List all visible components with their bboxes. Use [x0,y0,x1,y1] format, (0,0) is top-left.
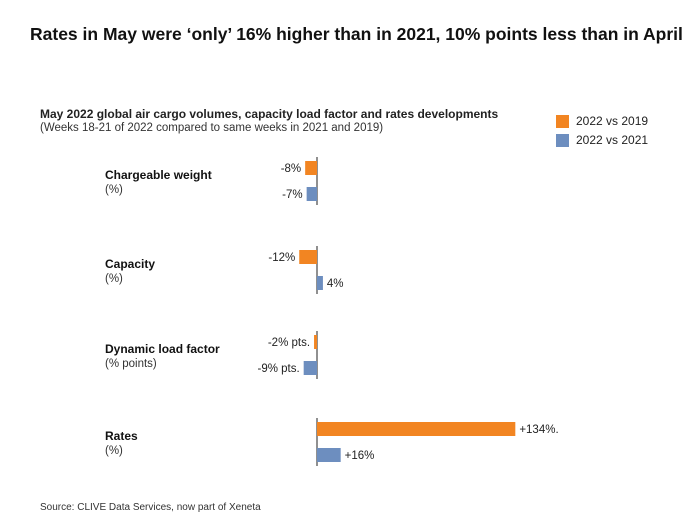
legend-item-2022-vs-2019: 2022 vs 2019 [556,114,648,128]
data-label-rates-2022-vs-2019: +134%. [519,424,558,436]
data-label-capacity-2022-vs-2019: -12% [268,252,295,264]
category-unit-chargeable-weight: (%) [105,184,123,196]
source-note: Source: CLIVE Data Services, now part of… [40,502,261,513]
category-label-rates: Rates [105,429,138,443]
legend-swatch-2022-vs-2021 [556,133,569,147]
chart-title: May 2022 global air cargo volumes, capac… [40,107,499,121]
category-unit-capacity: (%) [105,273,123,285]
chart-subtitle: (Weeks 18-21 of 2022 compared to same we… [40,122,384,134]
page-headline: Rates in May were ‘only’ 16% higher than… [30,24,683,44]
bar-dynamic-load-factor-2022-vs-2019 [314,335,317,349]
category-label-chargeable-weight: Chargeable weight [105,168,212,182]
legend-label-2022-vs-2019: 2022 vs 2019 [576,114,649,128]
data-label-rates-2022-vs-2021: +16% [345,450,375,462]
data-label-dynamic-load-factor-2022-vs-2021: -9% pts. [257,363,299,375]
category-label-capacity: Capacity [105,257,155,271]
data-label-dynamic-load-factor-2022-vs-2019: -2% pts. [268,337,310,349]
category-unit-dynamic-load-factor: (% points) [105,358,157,370]
data-label-chargeable-weight-2022-vs-2021: -7% [282,189,302,201]
bar-rates-2022-vs-2021 [317,448,341,462]
category-label-dynamic-load-factor: Dynamic load factor [105,342,220,356]
bar-rates-2022-vs-2019 [317,422,516,436]
legend-label-2022-vs-2021: 2022 vs 2021 [576,133,649,147]
bar-chargeable-weight-2022-vs-2019 [305,161,317,175]
bar-capacity-2022-vs-2019 [299,250,317,264]
legend-item-2022-vs-2021: 2022 vs 2021 [556,133,648,147]
data-label-capacity-2022-vs-2021: 4% [327,278,344,290]
bar-capacity-2022-vs-2021 [317,276,323,290]
bar-chargeable-weight-2022-vs-2021 [306,187,317,201]
bar-dynamic-load-factor-2022-vs-2021 [303,361,317,375]
category-unit-rates: (%) [105,445,123,457]
legend-swatch-2022-vs-2019 [556,114,569,128]
data-label-chargeable-weight-2022-vs-2019: -8% [281,163,301,175]
chart-legend: 2022 vs 2019 2022 vs 2021 [556,114,648,152]
